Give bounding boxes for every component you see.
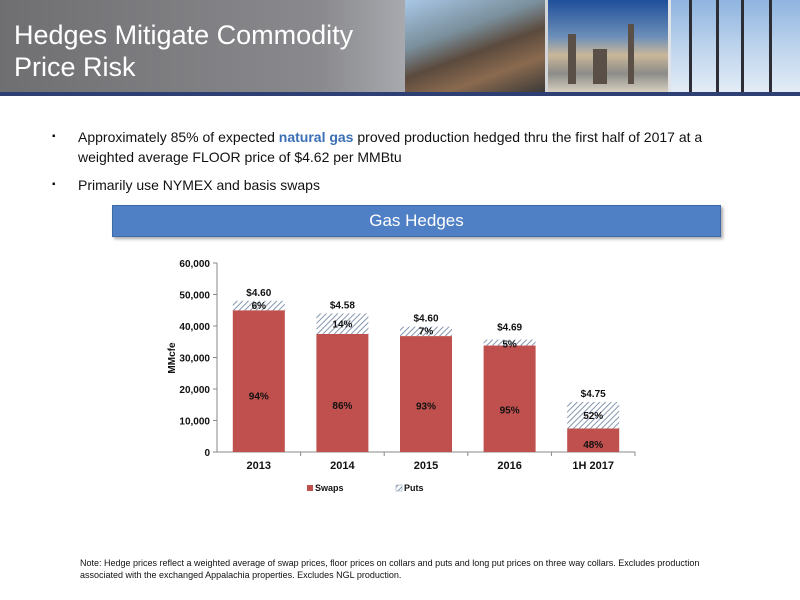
bullet-list: ▪ Approximately 85% of expected natural … — [52, 127, 752, 203]
price-label: $4.60 — [413, 314, 438, 325]
swaps-bar — [316, 333, 369, 452]
y-tick-label: 30,000 — [179, 354, 210, 365]
x-tick-label: 2016 — [497, 460, 521, 472]
swaps-bar — [400, 336, 452, 452]
bullet-text: proved production hedged thru the first … — [78, 129, 703, 165]
y-tick-label: 50,000 — [179, 291, 210, 302]
puts-pct-label: 14% — [332, 320, 352, 331]
y-axis-label: MMcfe — [167, 342, 178, 374]
legend-swatch-puts — [395, 484, 403, 492]
swaps-bar — [567, 428, 620, 452]
y-tick-label: 20,000 — [179, 385, 210, 396]
swaps-pct-label: 94% — [249, 391, 269, 402]
puts-bar — [232, 300, 285, 311]
puts-bar — [483, 339, 536, 346]
bullet-text: Primarily use NYMEX and basis swaps — [78, 177, 320, 193]
legend-label-puts: Puts — [404, 483, 424, 493]
chart-title: Gas Hedges — [112, 205, 721, 237]
x-tick-label: 2013 — [247, 460, 271, 472]
puts-bar — [316, 313, 369, 334]
bullet-highlight: natural gas — [278, 129, 354, 145]
y-tick-label: 40,000 — [179, 322, 210, 333]
swaps-pct-label: 95% — [500, 405, 520, 416]
bullet-item: ▪ Primarily use NYMEX and basis swaps — [52, 175, 752, 195]
footnote: Note: Hedge prices reflect a weighted av… — [80, 558, 700, 580]
header-banner: Hedges Mitigate Commodity Price Risk — [0, 0, 800, 96]
swaps-pct-label: 48% — [583, 440, 603, 451]
swaps-bar — [232, 310, 285, 452]
bullet-marker: ▪ — [52, 131, 56, 142]
price-label: $4.75 — [581, 389, 606, 400]
puts-pct-label: 7% — [419, 327, 434, 338]
puts-pct-label: 5% — [502, 340, 517, 351]
gas-plant-photo — [548, 0, 668, 92]
swaps-bar — [483, 345, 536, 452]
puts-pct-label: 52% — [583, 411, 603, 422]
x-tick-label: 2015 — [414, 460, 438, 472]
price-label: $4.60 — [246, 288, 271, 299]
page-title: Hedges Mitigate Commodity Price Risk — [14, 20, 354, 82]
swaps-pct-label: 86% — [332, 401, 352, 412]
drilling-rig-photo — [671, 0, 800, 92]
legend-swatch-swaps — [307, 485, 313, 491]
puts-bar — [567, 401, 620, 429]
y-tick-label: 0 — [204, 448, 210, 459]
x-tick-label: 1H 2017 — [572, 460, 614, 472]
rig-worker-photo — [405, 0, 545, 92]
price-label: $4.69 — [497, 323, 522, 334]
bullet-item: ▪ Approximately 85% of expected natural … — [52, 127, 752, 167]
y-tick-label: 10,000 — [179, 417, 210, 428]
bullet-marker: ▪ — [52, 179, 56, 190]
puts-pct-label: 6% — [252, 301, 267, 312]
x-tick-label: 2014 — [330, 460, 355, 472]
puts-bar — [400, 326, 452, 337]
y-tick-label: 60,000 — [179, 259, 210, 270]
header-divider — [0, 92, 800, 96]
legend-label-swaps: Swaps — [315, 483, 344, 493]
swaps-pct-label: 93% — [416, 402, 436, 413]
price-label: $4.58 — [330, 300, 355, 311]
bullet-text: Approximately 85% of expected — [78, 129, 279, 145]
